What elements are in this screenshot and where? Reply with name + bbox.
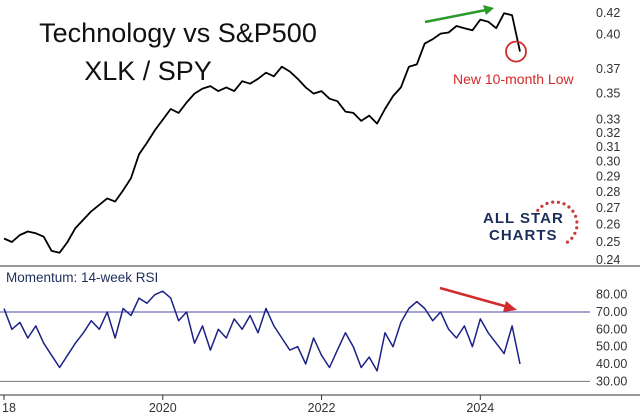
- logo-text-top: ALL STAR: [483, 210, 564, 227]
- rsi-y-tick-label: 70.00: [596, 305, 627, 319]
- x-tick-label: 2020: [149, 401, 177, 415]
- uptrend-arrow-head: [483, 5, 494, 15]
- rsi-y-tick-label: 60.00: [596, 322, 627, 336]
- downtrend-arrow-head: [503, 301, 517, 312]
- price-y-tick-label: 0.28: [596, 185, 620, 199]
- low-annotation-label: New 10-month Low: [453, 71, 575, 87]
- price-series-line: [3, 12, 521, 254]
- rsi-series-line: [3, 290, 521, 372]
- price-y-tick-label: 0.32: [596, 126, 620, 140]
- chart-title: Technology vs S&P500: [39, 18, 317, 48]
- price-y-tick-label: 0.29: [596, 170, 620, 184]
- price-y-tick-label: 0.33: [596, 113, 620, 127]
- price-y-tick-label: 0.30: [596, 155, 620, 169]
- logo-star-dot: [536, 208, 540, 212]
- logo-star-dot: [575, 220, 579, 224]
- rsi-y-tick-label: 40.00: [596, 357, 627, 371]
- logo-star-dot: [545, 201, 549, 206]
- logo-star-dot: [556, 200, 561, 204]
- logo-star-dot: [567, 205, 571, 209]
- logo-text-bottom: CHARTS: [489, 227, 558, 244]
- logo-star-dot: [551, 200, 555, 204]
- rsi-y-tick-label: 50.00: [596, 340, 627, 354]
- logo-star-dot: [571, 209, 575, 213]
- low-marker-circle: [505, 40, 527, 63]
- logo-star-dot: [575, 226, 579, 230]
- price-y-tick-label: 0.42: [596, 6, 620, 20]
- price-y-tick-label: 0.35: [596, 87, 620, 101]
- downtrend-arrow: [439, 286, 509, 309]
- price-y-tick-label: 0.31: [596, 140, 620, 154]
- rsi-panel: Momentum: 14-week RSI 80.00 70.00 60.00 50.0…: [0, 270, 627, 388]
- logo-star-dot: [540, 204, 544, 208]
- uptrend-arrow: [424, 8, 487, 24]
- x-axis: 18 2020 2022 2024: [0, 394, 640, 415]
- price-y-tick-label: 0.25: [596, 235, 620, 249]
- price-y-tick-label: 0.26: [596, 218, 620, 232]
- rsi-y-tick-label: 30.00: [596, 374, 627, 388]
- x-tick-label: 18: [2, 401, 16, 415]
- logo-star-dot: [562, 202, 566, 206]
- price-y-tick-label: 0.27: [596, 201, 620, 215]
- price-y-tick-label: 0.24: [596, 253, 620, 267]
- price-panel: Technology vs S&P500 XLK / SPY 0.42 0.40 0.3…: [0, 5, 640, 267]
- rsi-y-tick-label: 80.00: [596, 288, 627, 302]
- price-y-tick-label: 0.40: [596, 28, 620, 42]
- logo-star-dot: [570, 236, 574, 240]
- logo-star-dot: [574, 214, 578, 218]
- price-y-tick-label: 0.37: [596, 62, 620, 76]
- logo-star-dot: [573, 231, 577, 235]
- logo-star-dot: [565, 240, 570, 244]
- x-tick-label: 2022: [308, 401, 336, 415]
- chart-subtitle: XLK / SPY: [84, 56, 212, 86]
- x-tick-label: 2024: [466, 401, 494, 415]
- rsi-title: Momentum: 14-week RSI: [6, 270, 158, 285]
